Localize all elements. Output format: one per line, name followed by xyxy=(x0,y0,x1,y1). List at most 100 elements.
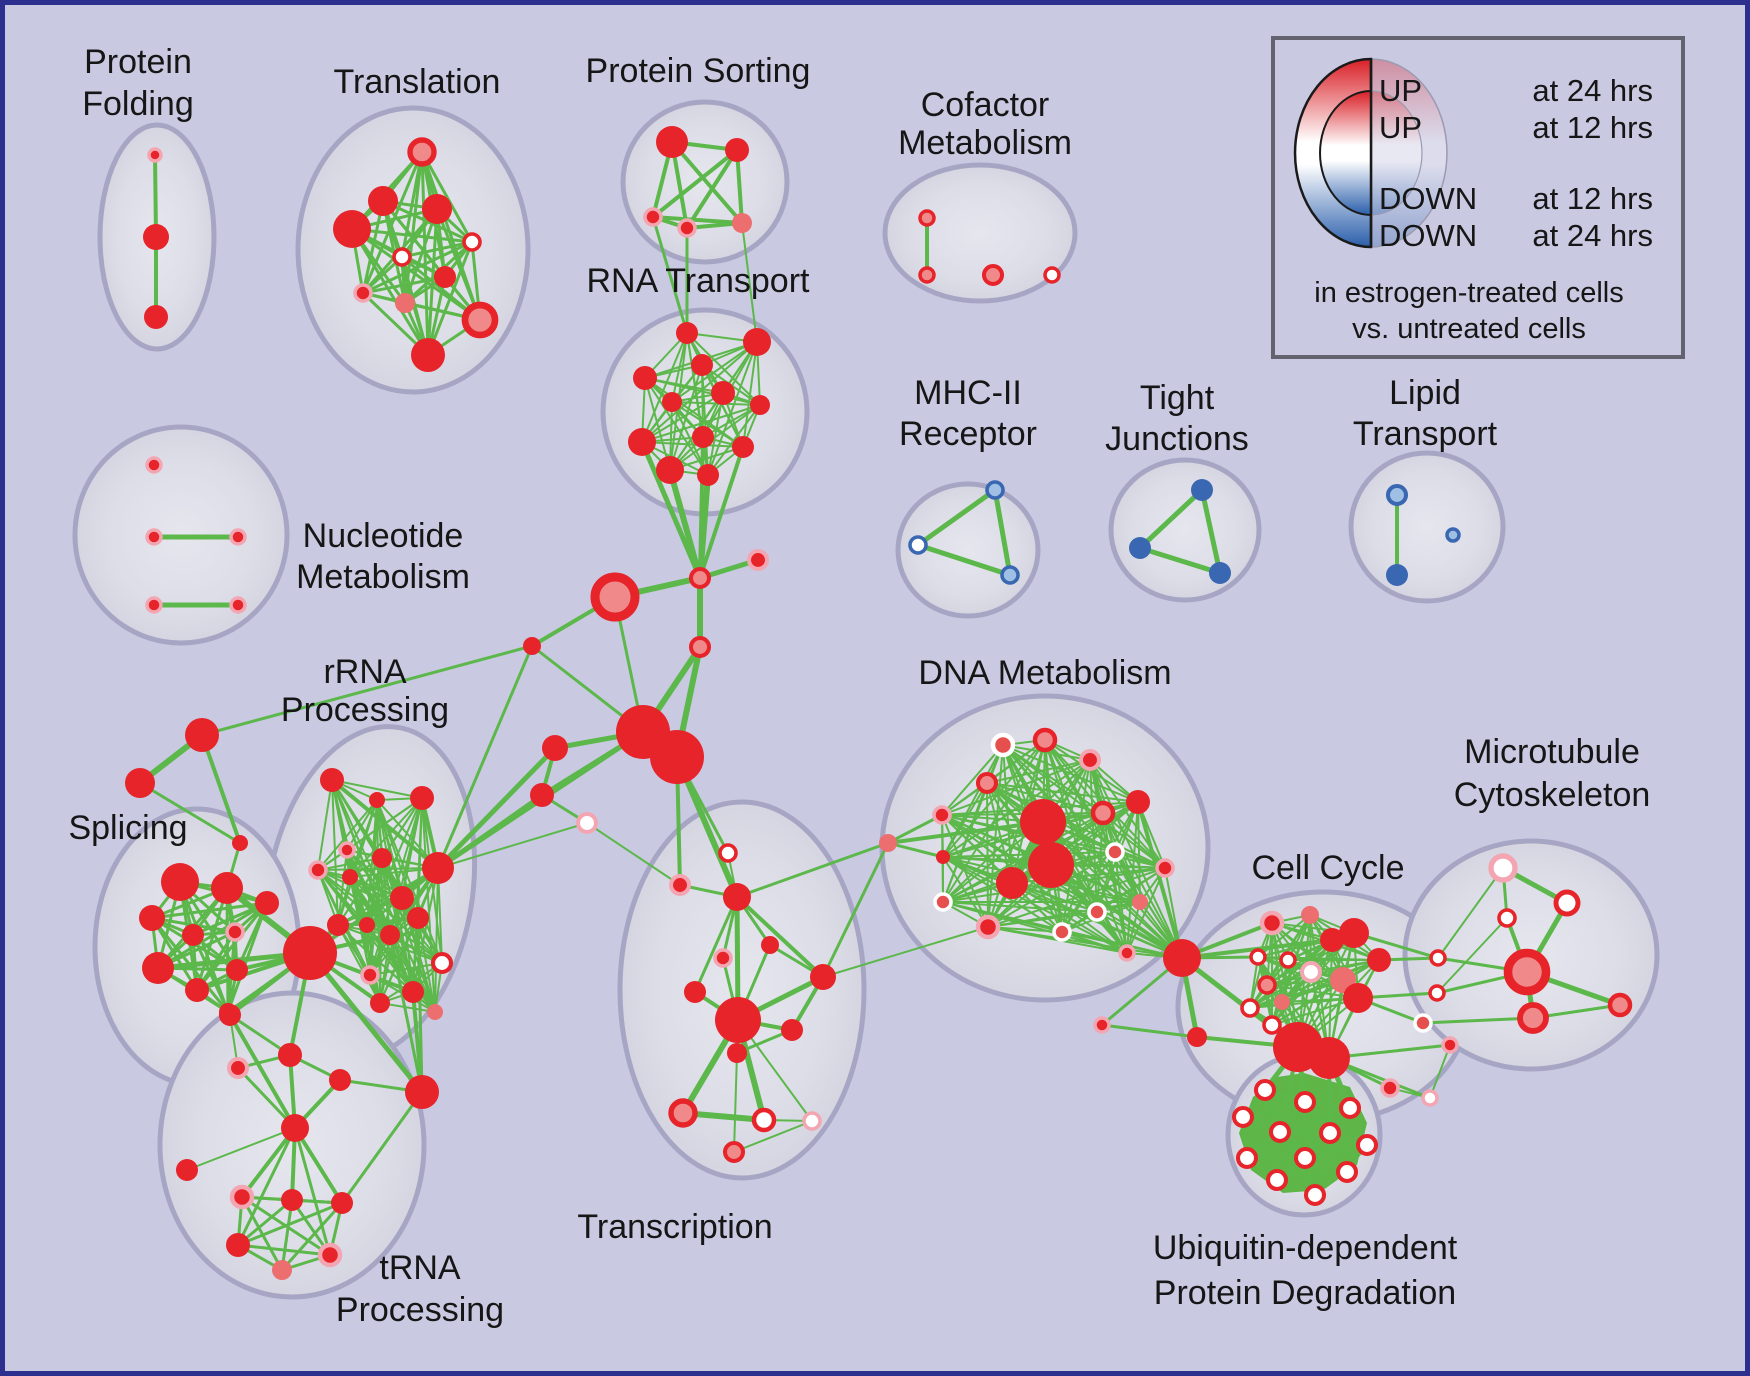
node-s4[interactable] xyxy=(677,218,697,238)
node-q7[interactable] xyxy=(372,848,392,868)
node-l3[interactable] xyxy=(1445,527,1461,543)
node-r8[interactable] xyxy=(692,426,714,448)
node-x5[interactable] xyxy=(713,948,733,968)
node-c2[interactable] xyxy=(918,266,936,284)
node-k20[interactable] xyxy=(1413,1013,1433,1033)
node-c3[interactable] xyxy=(981,263,1005,287)
node-d5[interactable] xyxy=(932,805,952,825)
node-k19[interactable] xyxy=(1380,1078,1400,1098)
node-u11[interactable] xyxy=(272,1260,292,1280)
node-n3[interactable] xyxy=(229,528,247,546)
node-p6[interactable] xyxy=(142,952,174,984)
node-w6[interactable] xyxy=(1318,1121,1342,1145)
node-d10[interactable] xyxy=(996,867,1028,899)
node-d22[interactable] xyxy=(1118,944,1136,962)
node-k2[interactable] xyxy=(1301,906,1319,924)
node-w3[interactable] xyxy=(1338,1096,1362,1120)
node-d4[interactable] xyxy=(975,771,999,795)
node-q13[interactable] xyxy=(380,925,400,945)
node-w1[interactable] xyxy=(1253,1078,1277,1102)
node-t8[interactable] xyxy=(353,283,373,303)
node-a3[interactable] xyxy=(144,305,168,329)
node-t6[interactable] xyxy=(392,247,412,267)
node-q11[interactable] xyxy=(327,914,349,936)
node-p1[interactable] xyxy=(161,863,199,901)
node-k18[interactable] xyxy=(1308,1037,1350,1079)
node-ch2[interactable] xyxy=(590,572,640,622)
node-d12[interactable] xyxy=(1126,790,1150,814)
node-d2[interactable] xyxy=(1032,727,1058,753)
node-u5[interactable] xyxy=(281,1114,309,1142)
node-q5[interactable] xyxy=(308,860,328,880)
node-s2[interactable] xyxy=(725,138,749,162)
node-r11[interactable] xyxy=(656,456,684,484)
node-k21[interactable] xyxy=(1441,1036,1459,1054)
node-t1[interactable] xyxy=(407,137,437,167)
node-t9[interactable] xyxy=(395,293,415,313)
node-c4[interactable] xyxy=(1043,266,1061,284)
node-q4[interactable] xyxy=(338,841,356,859)
node-pw1[interactable] xyxy=(575,811,599,835)
node-k12[interactable] xyxy=(1274,994,1290,1010)
node-q12[interactable] xyxy=(359,917,375,933)
node-d11[interactable] xyxy=(1090,800,1116,826)
node-w2[interactable] xyxy=(1293,1090,1317,1114)
node-q9[interactable] xyxy=(390,886,414,910)
node-a1[interactable] xyxy=(147,147,163,163)
node-k16[interactable] xyxy=(1093,1016,1111,1034)
node-q8[interactable] xyxy=(422,852,454,884)
node-k4[interactable] xyxy=(1339,918,1369,948)
node-x10[interactable] xyxy=(727,1043,747,1063)
node-t10[interactable] xyxy=(461,301,499,339)
node-t4[interactable] xyxy=(333,210,371,248)
node-r7[interactable] xyxy=(750,395,770,415)
node-m2[interactable] xyxy=(908,535,928,555)
node-q3[interactable] xyxy=(410,786,434,810)
node-k7[interactable] xyxy=(1279,951,1297,969)
node-k8[interactable] xyxy=(1299,960,1323,984)
node-r9[interactable] xyxy=(628,428,656,456)
node-t11[interactable] xyxy=(411,338,445,372)
node-p3[interactable] xyxy=(139,905,165,931)
node-x13[interactable] xyxy=(802,1111,822,1131)
node-s5[interactable] xyxy=(732,213,752,233)
node-tr1[interactable] xyxy=(185,718,219,752)
node-u6[interactable] xyxy=(176,1159,198,1181)
node-k3[interactable] xyxy=(1320,928,1344,952)
node-n1[interactable] xyxy=(145,456,163,474)
node-s3[interactable] xyxy=(643,207,663,227)
node-d8[interactable] xyxy=(1020,799,1066,845)
node-ch3[interactable] xyxy=(688,635,712,659)
node-x14[interactable] xyxy=(722,1140,746,1164)
node-w8[interactable] xyxy=(1235,1146,1259,1170)
node-r5[interactable] xyxy=(711,381,735,405)
node-t5[interactable] xyxy=(462,232,482,252)
node-r10[interactable] xyxy=(732,436,754,458)
node-x3[interactable] xyxy=(718,843,738,863)
node-r4[interactable] xyxy=(691,354,713,376)
node-l1[interactable] xyxy=(1385,483,1409,507)
node-v4[interactable] xyxy=(1503,948,1551,996)
node-u7[interactable] xyxy=(229,1184,255,1210)
node-u1[interactable] xyxy=(219,1004,241,1026)
node-p5[interactable] xyxy=(225,922,245,942)
node-v5[interactable] xyxy=(1607,992,1633,1018)
node-d3[interactable] xyxy=(1078,748,1102,772)
node-k23[interactable] xyxy=(1429,949,1447,967)
node-k11[interactable] xyxy=(1343,983,1373,1013)
node-g1[interactable] xyxy=(523,637,541,655)
node-ch1[interactable] xyxy=(746,548,770,572)
node-q18[interactable] xyxy=(427,1004,443,1020)
node-H1[interactable] xyxy=(283,926,337,980)
node-k24[interactable] xyxy=(1428,984,1446,1002)
node-j2[interactable] xyxy=(1129,537,1151,559)
node-p10[interactable] xyxy=(255,891,279,915)
node-t2[interactable] xyxy=(368,186,398,216)
node-q14[interactable] xyxy=(430,951,454,975)
node-x12[interactable] xyxy=(751,1107,777,1133)
node-n4[interactable] xyxy=(145,596,163,614)
node-x8[interactable] xyxy=(715,997,761,1043)
node-w12[interactable] xyxy=(1303,1183,1327,1207)
node-u3[interactable] xyxy=(278,1043,302,1067)
node-q6[interactable] xyxy=(342,869,358,885)
